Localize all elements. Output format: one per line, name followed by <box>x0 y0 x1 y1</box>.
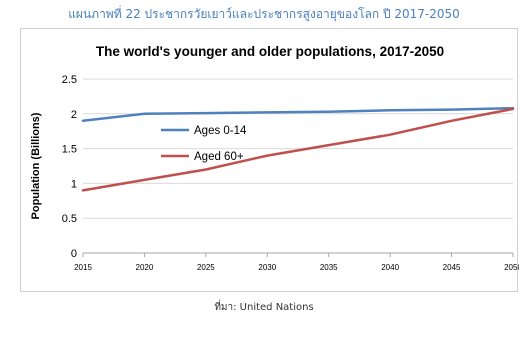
y-tick-label: 1 <box>71 178 77 190</box>
x-tick-label: 2030 <box>258 263 276 272</box>
x-tick-label: 2025 <box>197 263 215 272</box>
x-tick-label: 2050 <box>504 263 519 272</box>
x-tick-label: 2015 <box>74 263 92 272</box>
chart-title: The world's younger and older population… <box>96 44 444 59</box>
y-axis-label: Population (Billions) <box>30 112 42 219</box>
series-line-ages-0-14 <box>81 106 515 123</box>
y-tick-label: 2 <box>71 109 77 121</box>
x-tick-label: 2040 <box>381 263 399 272</box>
source-note: ที่มา: United Nations <box>214 302 314 313</box>
y-tick-label: 1.5 <box>62 144 77 156</box>
x-tick-label: 2045 <box>443 263 461 272</box>
figure-caption: แผนภาพที่ 22 ประชากรวัยเยาว์และประชากรสู… <box>68 7 460 21</box>
chart-frame: The world's younger and older population… <box>20 28 519 292</box>
series-line-aged-60-plus <box>81 107 515 192</box>
y-tick-label: 0.5 <box>62 213 77 225</box>
y-tick-label: 0 <box>71 248 77 260</box>
x-tick-label: 2020 <box>136 263 154 272</box>
line-chart: The world's younger and older population… <box>30 44 519 272</box>
legend-label-ages-0-14: Ages 0-14 <box>194 125 247 137</box>
x-tick-label: 2035 <box>320 263 338 272</box>
y-tick-label: 2.5 <box>62 74 77 86</box>
legend-label-aged-60-plus: Aged 60+ <box>194 151 244 163</box>
